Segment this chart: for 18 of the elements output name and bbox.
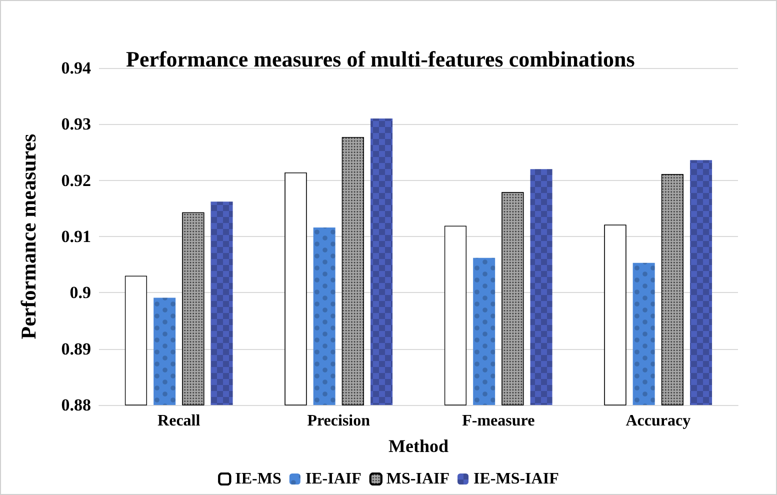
y-axis-title: Performance measures: [16, 134, 40, 340]
chart-title: Performance measures of multi-features combinations: [126, 46, 636, 72]
y-tick-label: 0.94: [61, 58, 92, 78]
legend-label: MS-IAIF: [386, 470, 450, 488]
y-tick-label: 0.92: [61, 170, 91, 190]
x-tick-label: Recall: [158, 412, 201, 430]
x-axis-title: Method: [388, 436, 448, 456]
x-tick-label: Precision: [307, 412, 370, 430]
y-tick-label: 0.89: [61, 339, 91, 358]
y-tick-label: 0.88: [61, 396, 91, 414]
legend-label: IE-MS-IAIF: [474, 470, 560, 488]
legend-label: IE-MS: [235, 470, 282, 488]
y-tick-label: 0.93: [61, 114, 91, 134]
x-tick-label: F-measure: [462, 412, 535, 430]
y-tick-label: 0.91: [61, 227, 91, 246]
legend-label: IE-IAIF: [305, 470, 362, 488]
x-tick-label: Accuracy: [626, 412, 691, 430]
y-tick-label: 0.9: [70, 283, 91, 302]
